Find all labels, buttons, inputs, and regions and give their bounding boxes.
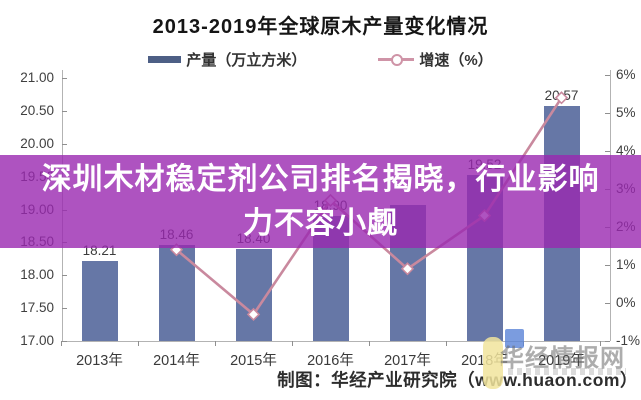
y-axis-tick-label-right: 1% xyxy=(616,257,636,272)
watermark-logo-blue xyxy=(505,329,524,348)
y-axis-tick-left xyxy=(62,143,67,145)
watermark-subtext-blur xyxy=(508,368,626,375)
x-axis-line xyxy=(62,341,610,342)
x-axis-category-label: 2014年 xyxy=(153,353,200,369)
x-axis-tick xyxy=(215,341,216,346)
y-axis-tick-label-left: 21.00 xyxy=(20,70,54,85)
production-bar xyxy=(81,261,118,341)
y-axis-tick-right xyxy=(605,341,610,342)
y-axis-tick-right xyxy=(605,303,610,304)
x-axis-category-label: 2013年 xyxy=(76,353,123,369)
growth-marker-diamond xyxy=(246,307,261,322)
legend-item-growth: 增速（%） xyxy=(378,49,493,70)
y-axis-tick-label-left: 17.00 xyxy=(20,333,54,348)
y-axis-tick-label-right: -1% xyxy=(616,333,641,348)
source-credit: 制图：华经产业研究院（www.huaon.com） xyxy=(277,370,638,390)
legend-item-production: 产量（万立方米） xyxy=(148,49,306,70)
x-axis-tick xyxy=(600,341,601,346)
chart-title: 2013-2019年全球原木产量变化情况 xyxy=(152,16,489,38)
y-axis-tick-right xyxy=(605,113,610,114)
y-axis-tick-left xyxy=(62,275,67,277)
y-axis-tick-left xyxy=(62,308,67,310)
chart-legend: 产量（万立方米） 增速（%） xyxy=(0,49,641,70)
y-axis-tick-label-left: 17.50 xyxy=(20,300,54,316)
y-axis-tick-label-left: 18.00 xyxy=(20,267,54,283)
growth-marker-diamond xyxy=(400,262,415,276)
y-axis-tick-label-right: 4% xyxy=(616,143,636,158)
x-axis-tick xyxy=(61,341,62,346)
y-axis-tick-left xyxy=(62,110,67,112)
legend-label-production: 产量（万立方米） xyxy=(186,52,307,69)
y-axis-tick-left xyxy=(62,78,67,79)
y-axis-tick-left xyxy=(62,341,67,342)
y-axis-tick-label-left: 20.50 xyxy=(20,102,54,118)
growth-marker-diamond xyxy=(554,91,569,105)
x-axis-tick xyxy=(292,341,293,346)
y-axis-tick-label-right: 5% xyxy=(616,105,636,120)
banner-text-line1: 深圳木材稳定剂公司排名揭晓，行业影响 xyxy=(41,162,600,196)
x-axis-category-label: 2016年 xyxy=(307,353,354,369)
x-axis-tick xyxy=(446,341,447,346)
x-axis-category-label: 2017年 xyxy=(384,353,431,369)
x-axis-tick xyxy=(138,341,139,346)
line-swatch-icon xyxy=(378,54,415,66)
y-axis-tick-right xyxy=(605,151,610,152)
y-axis-tick-label-left: 20.00 xyxy=(20,135,54,151)
bar-swatch-icon xyxy=(148,56,182,63)
x-axis-category-label: 2019年 xyxy=(538,353,585,369)
x-axis-category-label: 2015年 xyxy=(230,353,277,369)
x-axis-tick xyxy=(369,341,370,346)
y-axis-tick-label-right: 0% xyxy=(616,295,636,310)
legend-label-growth: 增速（%） xyxy=(419,52,493,69)
watermark: 华经情报网 xyxy=(480,326,640,389)
banner-text-line2: 力不容小觑 xyxy=(243,206,398,240)
y-axis-tick-label-right: 6% xyxy=(616,67,636,82)
watermark-text: 华经情报网 xyxy=(500,345,625,372)
promo-overlay-banner: 深圳木材稳定剂公司排名揭晓，行业影响 力不容小觑 xyxy=(0,155,641,248)
watermark-logo-yellow xyxy=(483,337,503,389)
y-axis-tick-right xyxy=(605,75,610,76)
y-axis-tick-right xyxy=(605,265,610,266)
